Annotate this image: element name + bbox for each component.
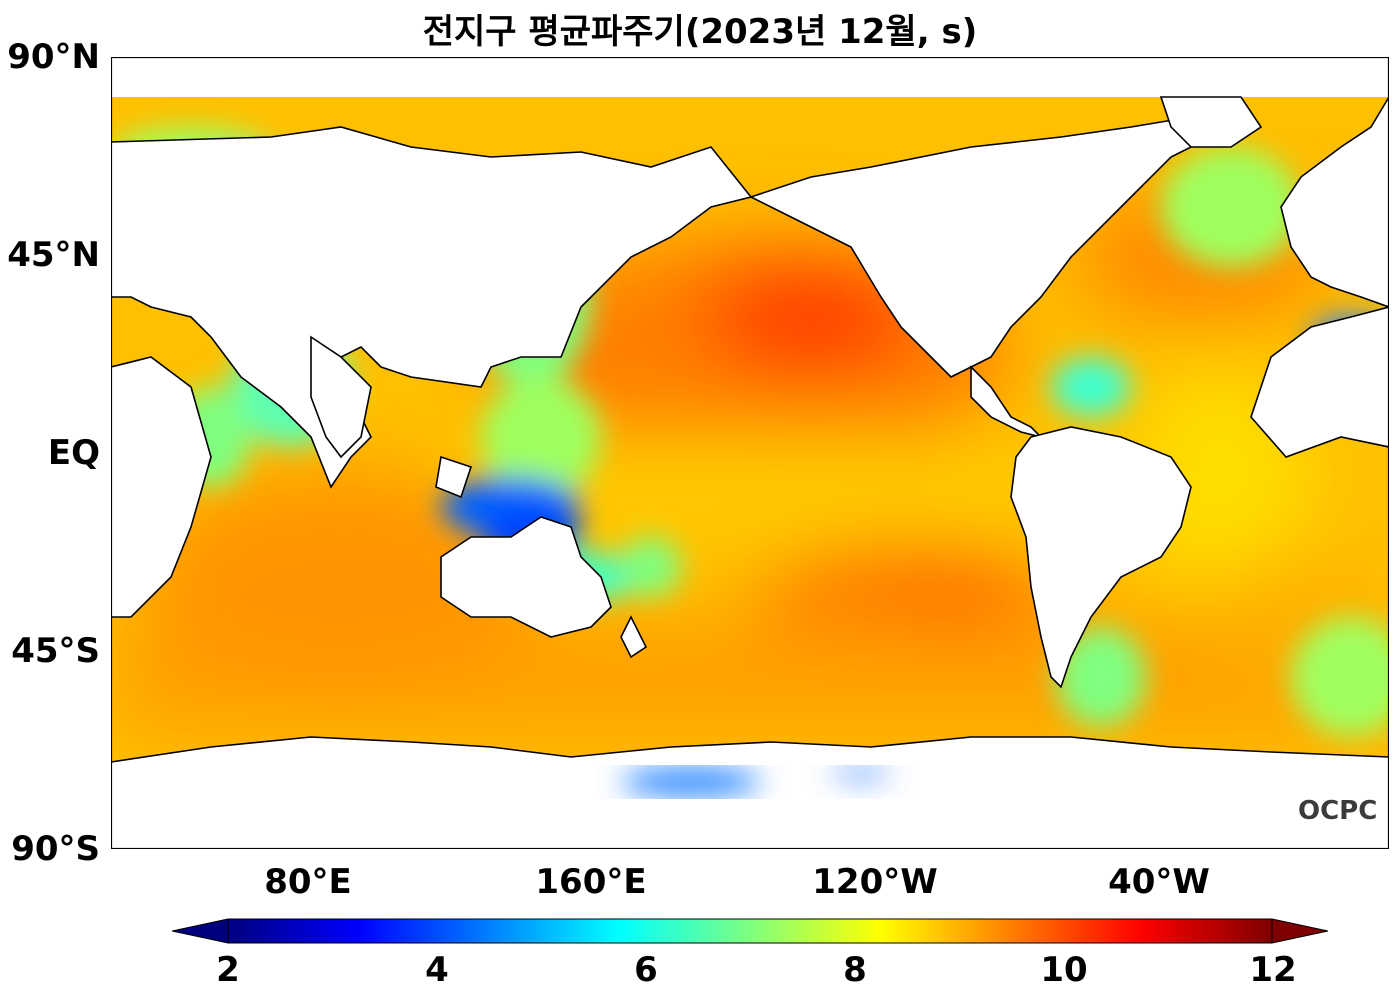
map-frame [111,57,1389,849]
lat-label-eq: EQ [47,433,100,473]
lat-label-90s: 90°S [11,829,100,869]
lon-label-120w: 120°W [812,862,938,902]
ocpc-watermark: OCPC [1298,796,1378,826]
lat-label-45s: 45°S [11,631,100,671]
colorbar-tick-2: 2 [216,950,240,990]
colorbar-tick-4: 4 [425,950,449,990]
map-title: 전지구 평균파주기(2023년 12월, s) [422,12,978,52]
wave-period-map [111,57,1389,849]
colorbar-gradient [227,918,1273,944]
colorbar-tick-6: 6 [634,950,658,990]
colorbar-svg [171,918,1329,944]
land-masses [111,57,1389,849]
lat-label-45n: 45°N [7,235,100,275]
lon-label-40w: 40°W [1108,862,1210,902]
colorbar [171,918,1329,944]
colorbar-tick-8: 8 [843,950,867,990]
ocean-field [111,57,1389,849]
colorbar-min-extend [171,918,229,944]
colorbar-max-extend [1271,918,1329,944]
map-canvas [111,57,1389,849]
colorbar-tick-12: 12 [1249,950,1297,990]
colorbar-tick-10: 10 [1040,950,1088,990]
lon-label-80e: 80°E [264,862,352,902]
lon-label-160e: 160°E [535,862,647,902]
lat-label-90n: 90°N [7,37,100,77]
